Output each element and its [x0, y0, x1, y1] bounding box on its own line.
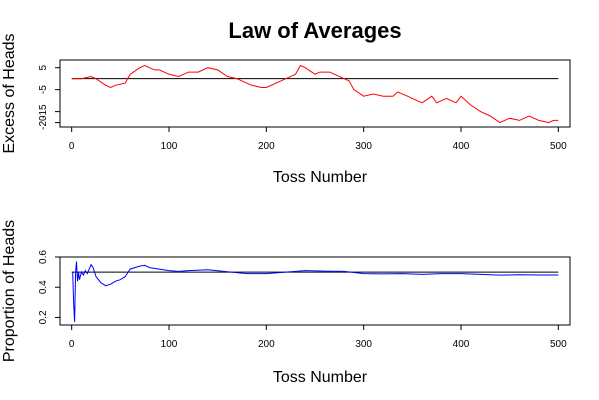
x-tick-label: 100 — [161, 339, 178, 350]
panel-proportion-of-heads: 0 100 200 300 400 500 0.2 0.4 0.6 Toss Number Prop… — [1, 220, 571, 386]
chart-title: Law of Averages — [228, 18, 401, 43]
y-tick-label: 0.6 — [38, 250, 49, 264]
y-tick-label: 0.2 — [38, 310, 49, 324]
y-tick-label: 5 — [38, 64, 49, 70]
series-line — [72, 64, 559, 124]
x-tick-label: 400 — [453, 141, 470, 152]
x-axis-label: Toss Number — [273, 369, 368, 386]
plot-frame — [59, 256, 571, 326]
y-axis-label: Proportion of Heads — [1, 220, 18, 362]
x-tick-label: 400 — [453, 339, 470, 350]
y-tick-label: -20 — [38, 115, 49, 130]
y-tick-label: -5 — [38, 85, 49, 94]
x-tick-label: 500 — [550, 339, 567, 350]
series-line — [72, 261, 559, 323]
plot-frame — [59, 59, 571, 128]
x-tick-label: 300 — [355, 339, 372, 350]
y-axis-label: Excess of Heads — [1, 33, 18, 153]
y-tick-label: -15 — [38, 104, 49, 119]
x-tick-label: 100 — [161, 141, 178, 152]
x-tick-label: 200 — [258, 141, 275, 152]
x-tick-label: 200 — [258, 339, 275, 350]
x-axis-label: Toss Number — [273, 169, 368, 186]
x-tick-label: 500 — [550, 141, 567, 152]
x-tick-label: 300 — [355, 141, 372, 152]
y-tick-label: 0.4 — [38, 280, 49, 294]
x-tick-label: 0 — [69, 339, 75, 350]
panel-excess-of-heads: 0 100 200 300 400 500 -20-15 -5 5 Toss Number Exce… — [1, 33, 571, 186]
x-tick-label: 0 — [69, 141, 75, 152]
